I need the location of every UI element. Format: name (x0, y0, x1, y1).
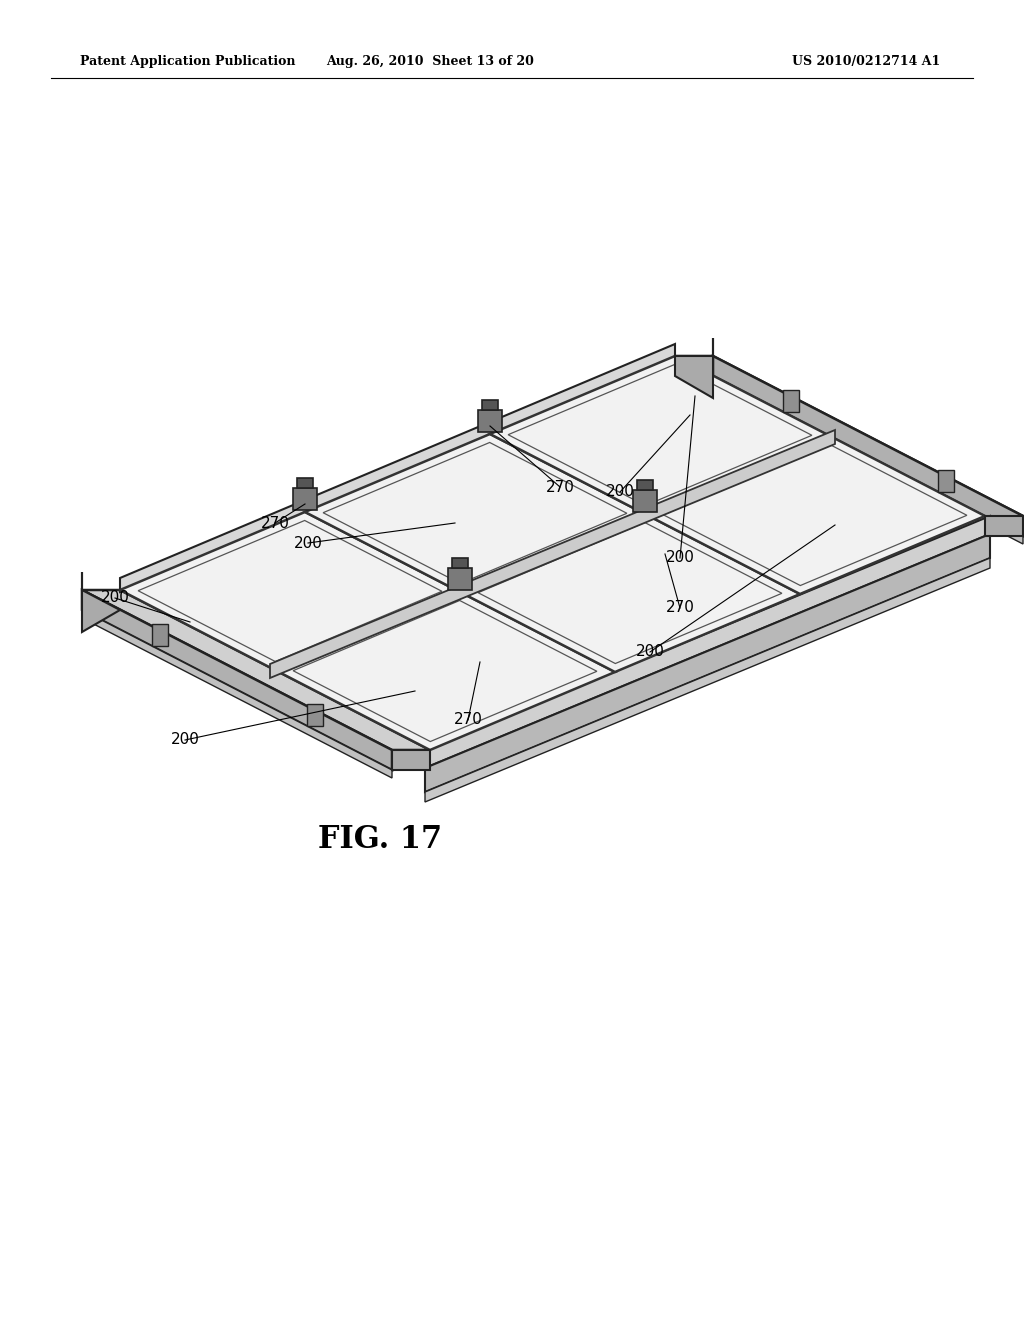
Polygon shape (449, 568, 472, 590)
Text: 200: 200 (171, 733, 200, 747)
Text: 270: 270 (260, 516, 290, 531)
Polygon shape (120, 345, 675, 591)
Polygon shape (482, 400, 498, 411)
Polygon shape (633, 490, 657, 512)
Polygon shape (152, 624, 168, 645)
Text: 200: 200 (666, 550, 694, 565)
Text: 270: 270 (454, 713, 482, 727)
Polygon shape (478, 411, 502, 432)
Text: 270: 270 (546, 479, 574, 495)
Polygon shape (120, 512, 460, 671)
Text: Patent Application Publication: Patent Application Publication (80, 55, 296, 69)
Polygon shape (675, 338, 713, 399)
Text: FIG. 17: FIG. 17 (317, 825, 442, 855)
Polygon shape (452, 558, 468, 568)
Polygon shape (306, 704, 323, 726)
Polygon shape (938, 470, 953, 492)
Polygon shape (490, 356, 830, 513)
Polygon shape (82, 572, 120, 632)
Text: 200: 200 (100, 590, 129, 606)
Polygon shape (82, 610, 392, 777)
Polygon shape (270, 430, 835, 678)
Text: 270: 270 (666, 601, 694, 615)
Text: 200: 200 (605, 484, 635, 499)
Polygon shape (275, 591, 615, 750)
Polygon shape (425, 558, 990, 803)
Polygon shape (782, 389, 799, 412)
Polygon shape (985, 516, 1023, 536)
Polygon shape (293, 488, 317, 510)
Polygon shape (713, 356, 1023, 536)
Polygon shape (82, 590, 430, 750)
Polygon shape (82, 590, 392, 770)
Polygon shape (645, 436, 985, 594)
Text: 200: 200 (294, 536, 323, 550)
Polygon shape (425, 516, 990, 768)
Polygon shape (299, 510, 621, 675)
Text: 200: 200 (636, 644, 665, 660)
Text: Aug. 26, 2010  Sheet 13 of 20: Aug. 26, 2010 Sheet 13 of 20 (326, 55, 534, 69)
Polygon shape (484, 432, 806, 597)
Polygon shape (392, 750, 430, 770)
Polygon shape (305, 434, 645, 591)
Polygon shape (675, 356, 1023, 516)
Polygon shape (425, 535, 990, 792)
Polygon shape (460, 513, 800, 672)
Text: US 2010/0212714 A1: US 2010/0212714 A1 (792, 55, 940, 69)
Polygon shape (713, 376, 1023, 544)
Polygon shape (637, 480, 653, 490)
Polygon shape (297, 478, 313, 488)
